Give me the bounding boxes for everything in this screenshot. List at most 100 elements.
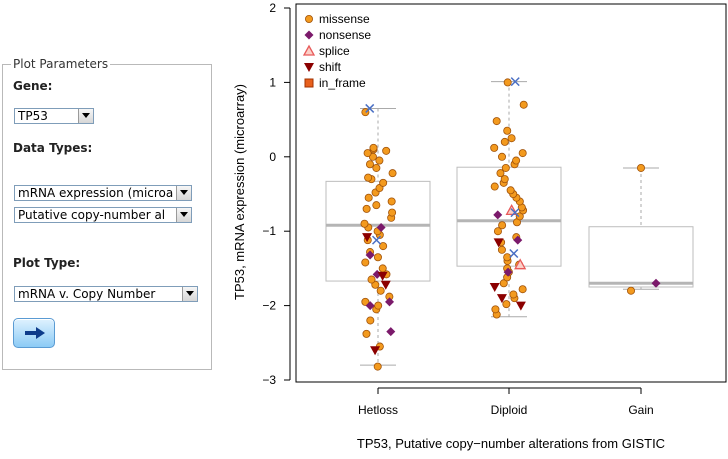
missense-point bbox=[373, 362, 382, 371]
x-marker bbox=[510, 208, 520, 218]
shift-point bbox=[304, 63, 314, 72]
missense-point bbox=[388, 208, 397, 217]
missense-point bbox=[491, 305, 500, 314]
missense-point bbox=[490, 143, 499, 152]
missense-point bbox=[501, 163, 510, 172]
missense-point bbox=[379, 178, 388, 187]
panel-title: Plot Parameters bbox=[11, 57, 111, 71]
missense-point bbox=[503, 126, 512, 135]
y-tick-label: −1 bbox=[262, 224, 276, 238]
data-type-select-1[interactable]: mRNA expression (microa bbox=[14, 185, 192, 201]
missense-point bbox=[500, 175, 509, 184]
legend: missense nonsense splice shift in_frame bbox=[302, 12, 371, 90]
missense-point bbox=[378, 264, 387, 273]
box-hetloss bbox=[325, 180, 431, 282]
x-tick-label: Diploid bbox=[491, 403, 528, 417]
missense-point bbox=[387, 197, 396, 206]
plot-parameters-panel: Plot Parameters Gene: TP53 Data Types: m… bbox=[2, 57, 212, 370]
data-type-2-value: Putative copy-number al bbox=[18, 208, 166, 222]
chevron-down-icon[interactable] bbox=[176, 208, 191, 222]
missense-point bbox=[362, 329, 371, 338]
missense-point bbox=[362, 204, 371, 213]
plot-type-select[interactable]: mRNA v. Copy Number bbox=[14, 286, 198, 302]
missense-point bbox=[382, 146, 391, 155]
nonsense-point bbox=[376, 222, 386, 232]
shift-point bbox=[362, 233, 373, 243]
gene-label: Gene: bbox=[13, 79, 53, 93]
missense-point bbox=[498, 152, 507, 161]
y-tick-label: 0 bbox=[269, 150, 276, 164]
missense-point bbox=[515, 212, 524, 221]
x-tick-label: Hetloss bbox=[358, 403, 398, 417]
shift-point bbox=[515, 301, 526, 311]
missense-point bbox=[367, 275, 376, 284]
shift-point bbox=[496, 294, 507, 304]
missense-point bbox=[373, 253, 382, 262]
missense-point bbox=[509, 290, 518, 299]
missense-point bbox=[366, 316, 375, 325]
chevron-down-icon[interactable] bbox=[78, 109, 93, 123]
missense-point bbox=[369, 143, 378, 152]
data-type-select-2[interactable]: Putative copy-number al bbox=[14, 207, 192, 223]
missense-point bbox=[364, 193, 373, 202]
missense-point bbox=[502, 300, 511, 309]
x-marker bbox=[509, 248, 519, 259]
y-tick-label: −3 bbox=[262, 373, 276, 387]
missense-point bbox=[498, 221, 507, 230]
missense-point bbox=[637, 163, 646, 172]
nonsense-point bbox=[365, 250, 375, 260]
legend-label-splice: splice bbox=[319, 44, 350, 58]
missense-point bbox=[360, 219, 369, 228]
missense-point bbox=[518, 149, 527, 158]
x-axis-label: TP53, Putative copy−number alterations f… bbox=[357, 436, 665, 451]
missense-point bbox=[388, 169, 397, 178]
chevron-down-icon[interactable] bbox=[182, 287, 197, 301]
nonsense-point bbox=[503, 267, 513, 277]
in-frame-point bbox=[304, 78, 314, 88]
shift-point bbox=[493, 238, 504, 248]
data-types-label: Data Types: bbox=[13, 141, 93, 155]
missense-point bbox=[627, 286, 636, 295]
y-tick-label: 1 bbox=[269, 75, 276, 89]
missense-point bbox=[518, 285, 527, 294]
legend-label-missense: missense bbox=[319, 12, 370, 26]
nonsense-point bbox=[385, 297, 395, 307]
missense-point bbox=[365, 160, 374, 169]
missense-point bbox=[519, 100, 528, 109]
shift-point bbox=[380, 280, 391, 290]
missense-point bbox=[375, 156, 384, 165]
missense-point bbox=[507, 134, 516, 143]
missense-point bbox=[376, 286, 385, 295]
missense-point bbox=[492, 117, 501, 126]
box-diploid bbox=[456, 166, 562, 267]
data-points bbox=[360, 77, 661, 371]
gene-select[interactable]: TP53 bbox=[14, 108, 94, 124]
shift-point bbox=[377, 271, 388, 281]
chevron-down-icon[interactable] bbox=[176, 186, 191, 200]
missense-point bbox=[372, 163, 381, 172]
x-tick-label: Gain bbox=[628, 403, 653, 417]
nonsense-point bbox=[493, 210, 503, 220]
splice-point bbox=[302, 44, 316, 56]
x-marker bbox=[510, 77, 520, 87]
missense-point bbox=[496, 169, 505, 178]
missense-point bbox=[506, 186, 515, 195]
nonsense-point bbox=[386, 327, 396, 337]
plot-frame bbox=[295, 3, 727, 383]
nonsense-point bbox=[651, 278, 661, 288]
missense-point bbox=[379, 242, 388, 251]
legend-label-nonsense: nonsense bbox=[319, 28, 371, 42]
x-marker bbox=[371, 235, 382, 245]
y-tick-label: −2 bbox=[262, 299, 276, 313]
shift-point bbox=[370, 346, 381, 356]
y-axis: 2 1 0 −1 −2 −3 bbox=[262, 1, 291, 387]
missense-point bbox=[361, 297, 370, 306]
missense-point bbox=[372, 201, 381, 210]
missense-point bbox=[512, 156, 521, 165]
arrow-right-icon bbox=[25, 327, 45, 339]
y-tick-label: 2 bbox=[269, 1, 276, 15]
submit-button[interactable] bbox=[13, 318, 55, 348]
missense-point bbox=[503, 78, 512, 87]
nonsense-point bbox=[513, 235, 523, 245]
shift-point bbox=[489, 283, 500, 292]
